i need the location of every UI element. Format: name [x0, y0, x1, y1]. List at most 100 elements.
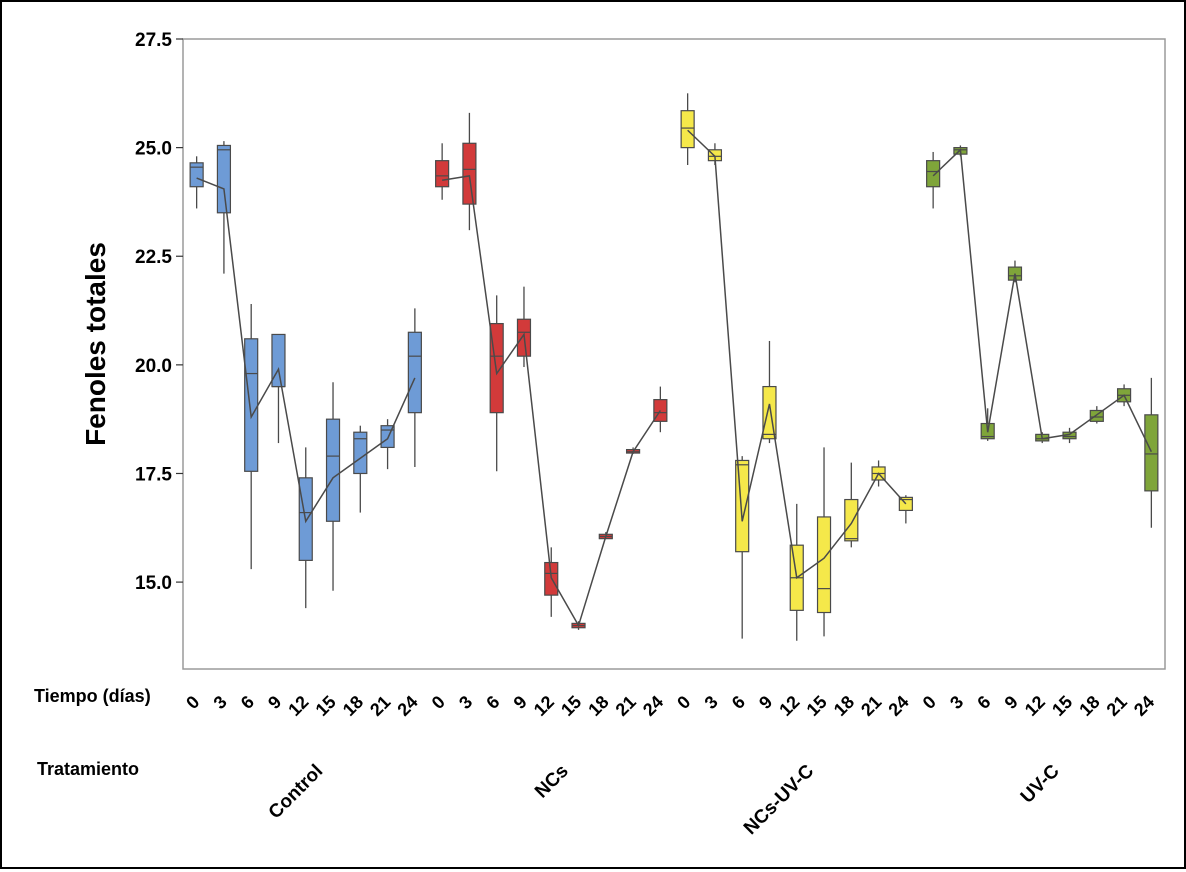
- group-label: NCs-UV-C: [740, 760, 818, 838]
- x-tick-label-day: 6: [728, 692, 749, 713]
- box: [298, 447, 313, 609]
- box: [353, 425, 368, 513]
- x-tick-label-day: 3: [210, 692, 231, 713]
- box: [653, 386, 668, 433]
- x-tick-label-day: 3: [455, 692, 476, 713]
- box: [680, 93, 695, 165]
- box: [789, 503, 804, 641]
- y-tick-label: 27.5: [135, 30, 172, 51]
- group-label: NCs: [531, 761, 573, 803]
- box: [189, 156, 204, 209]
- box: [244, 304, 259, 570]
- box-rect: [816, 516, 832, 614]
- x-tick-label-day: 3: [701, 692, 722, 713]
- box-rect: [1089, 409, 1104, 422]
- box-rect: [216, 144, 232, 214]
- x-tick-label-day: 12: [775, 692, 803, 720]
- box-rect: [244, 338, 259, 472]
- box-rect: [271, 333, 286, 388]
- box: [325, 382, 341, 591]
- x-tick-label-day: 18: [339, 692, 367, 720]
- x-tick-label-day: 18: [830, 692, 858, 720]
- box: [1007, 260, 1023, 283]
- x-tick-label-day: 9: [510, 692, 531, 713]
- box-rect: [325, 418, 341, 522]
- x-tick-label-day: 24: [884, 692, 912, 720]
- box: [489, 295, 504, 472]
- box-rect: [189, 162, 204, 188]
- y-tick-label: 15.0: [135, 573, 172, 594]
- mean-connect-line: [932, 148, 1153, 453]
- x-tick-label-day: 6: [973, 692, 994, 713]
- box-rect: [926, 160, 941, 188]
- x-tick-label-day: 12: [284, 692, 312, 720]
- labels: Fenoles totales Tiempo (días) Tratamient…: [34, 242, 1158, 839]
- mean-connect-line: [687, 129, 907, 580]
- group-label: UV-C: [1017, 760, 1064, 807]
- x-tick-label-day: 9: [264, 692, 285, 713]
- x-tick-label-day: 15: [557, 692, 585, 720]
- box-rect: [735, 459, 750, 553]
- x-tick-label-day: 21: [1103, 692, 1131, 720]
- box-rect: [844, 498, 859, 542]
- mean-connect-line: [442, 175, 661, 628]
- y-tick-label: 25.0: [135, 139, 172, 160]
- box-rect: [680, 110, 695, 149]
- x-tick-label-day: 24: [393, 692, 421, 720]
- x-tick-label-day: 24: [1130, 692, 1158, 720]
- x-tick-label-day: 0: [182, 692, 203, 713]
- x-tick-label-day: 0: [428, 692, 449, 713]
- x-tick-label-day: 9: [1001, 692, 1022, 713]
- box: [516, 286, 532, 368]
- y-axis-label: Fenoles totales: [80, 242, 111, 446]
- box-rect: [1144, 414, 1159, 492]
- row-label-time: Tiempo (días): [34, 686, 151, 706]
- axes: 15.0 17.5 20.0 22.5 25.0 27.5: [135, 30, 1166, 670]
- group-ncs-uv-c: [680, 93, 913, 641]
- box: [544, 547, 559, 617]
- box: [435, 143, 450, 200]
- box: [380, 419, 395, 470]
- x-tick-label-day: 15: [1048, 692, 1076, 720]
- box: [462, 112, 477, 231]
- row-label-treatment: Tratamiento: [37, 759, 139, 779]
- x-tick-label-day: 18: [1075, 692, 1103, 720]
- x-tick-label-day: 21: [366, 692, 394, 720]
- group-control: [189, 141, 422, 609]
- box: [816, 447, 832, 637]
- group-uv-c: [926, 145, 1159, 528]
- group-ncs: [435, 112, 668, 630]
- box-rect: [407, 331, 422, 414]
- box: [407, 308, 422, 467]
- x-tick-label-day: 12: [1021, 692, 1049, 720]
- box: [1144, 377, 1159, 528]
- box: [216, 141, 232, 274]
- y-tick-label: 20.0: [135, 356, 172, 377]
- boxes: [189, 93, 1159, 641]
- x-tick-label-day: 18: [584, 692, 612, 720]
- group-label: Control: [265, 761, 328, 824]
- box: [844, 462, 859, 548]
- x-tick-label-day: 3: [946, 692, 967, 713]
- box: [926, 151, 941, 209]
- x-tick-label-day: 0: [919, 692, 940, 713]
- x-tick-label-day: 24: [639, 692, 667, 720]
- y-tick-label: 22.5: [135, 247, 172, 268]
- box: [271, 333, 286, 444]
- x-tick-label-day: 21: [857, 692, 885, 720]
- y-tick-label: 17.5: [135, 464, 172, 485]
- box-rect: [435, 160, 450, 188]
- x-tick-label-day: 6: [482, 692, 503, 713]
- x-tick-label-day: 15: [803, 692, 831, 720]
- plot-area-border: [182, 38, 1166, 670]
- x-tick-label-day: 0: [673, 692, 694, 713]
- x-tick-label-day: 12: [530, 692, 558, 720]
- x-tick-label-day: 9: [755, 692, 776, 713]
- box-rect: [462, 142, 477, 205]
- box: [762, 340, 777, 444]
- mean-connect-line: [196, 177, 416, 524]
- x-tick-label-day: 6: [237, 692, 258, 713]
- box: [735, 456, 750, 639]
